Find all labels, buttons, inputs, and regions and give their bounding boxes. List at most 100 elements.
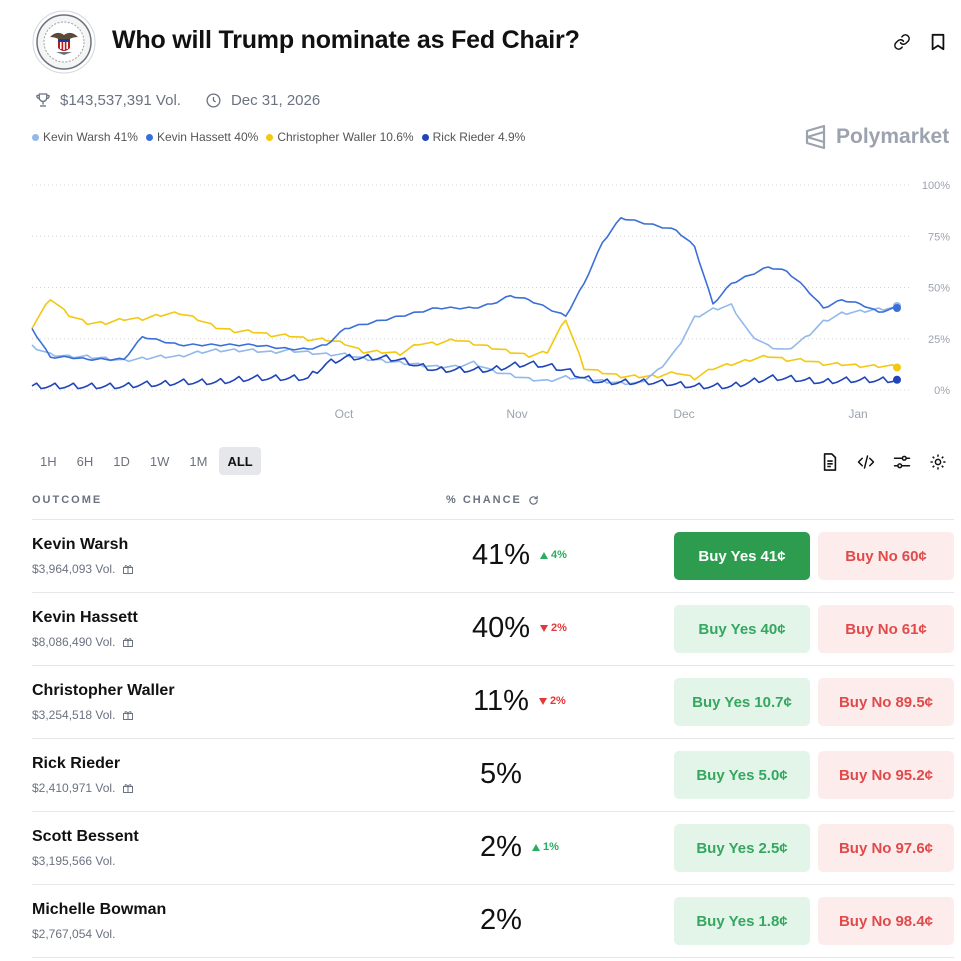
buy-no-button[interactable]: Buy No 60¢ xyxy=(818,532,954,580)
page-title: Who will Trump nominate as Fed Chair? xyxy=(112,26,580,54)
x-tick-label: Oct xyxy=(335,407,354,421)
legend-dot xyxy=(421,133,429,141)
gift-icon[interactable] xyxy=(122,636,134,648)
chart-legend: Kevin Warsh 41% Kevin Hassett 40% Christ… xyxy=(32,130,525,144)
y-tick-label: 100% xyxy=(922,180,950,192)
buy-yes-button[interactable]: Buy Yes 41¢ xyxy=(674,532,810,580)
legend-dot xyxy=(32,133,39,141)
buy-yes-price: 41¢ xyxy=(760,547,786,565)
buy-yes-price: 40¢ xyxy=(760,620,786,638)
buy-yes-label: Buy Yes xyxy=(696,766,755,784)
buy-yes-button[interactable]: Buy Yes 10.7¢ xyxy=(674,678,810,726)
buy-no-button[interactable]: Buy No 98.4¢ xyxy=(818,897,954,945)
bookmark-icon[interactable] xyxy=(926,30,950,54)
outcome-name[interactable]: Rick Rieder xyxy=(32,755,121,772)
range-6h-button[interactable]: 6H xyxy=(76,453,94,469)
chance-change: 1% xyxy=(531,841,559,853)
buy-yes-button[interactable]: Buy Yes 40¢ xyxy=(674,605,810,653)
arrow-down-icon xyxy=(538,697,547,705)
legend-dot xyxy=(145,133,153,141)
outcome-volume: $3,195,566 Vol. xyxy=(32,854,115,868)
outcome-volume: $3,254,518 Vol. xyxy=(32,708,134,722)
range-1w-button[interactable]: 1W xyxy=(149,453,170,469)
chance-change-value: 1% xyxy=(542,841,559,853)
embed-code-icon[interactable] xyxy=(854,450,878,474)
refresh-icon[interactable] xyxy=(528,495,539,506)
buy-no-label: Buy No xyxy=(838,912,892,930)
series-end-point xyxy=(893,363,901,372)
x-tick-label: Dec xyxy=(673,407,694,421)
chance-column-header: % CHANCE xyxy=(446,494,539,506)
gift-icon[interactable] xyxy=(122,563,134,575)
range-1d-button[interactable]: 1D xyxy=(113,453,130,469)
outcome-name[interactable]: Kevin Warsh xyxy=(32,536,129,553)
table-row[interactable]: Scott Bessent $3,195,566 Vol. 2% 1% Buy Yes 2… xyxy=(32,812,954,885)
y-tick-label: 25% xyxy=(928,334,950,346)
table-header-divider xyxy=(32,519,954,520)
link-icon[interactable] xyxy=(890,30,914,54)
table-row[interactable]: Kevin Hassett $8,086,490 Vol. 40% 2% Buy Yes… xyxy=(32,593,954,666)
arrow-up-icon xyxy=(540,551,549,559)
outcome-name[interactable]: Christopher Waller xyxy=(32,682,175,699)
arrow-up-icon xyxy=(531,843,540,851)
buy-no-button[interactable]: Buy No 89.5¢ xyxy=(818,678,954,726)
outcome-volume-text: $3,254,518 Vol. xyxy=(32,708,116,722)
buy-no-label: Buy No xyxy=(838,839,892,857)
y-tick-label: 0% xyxy=(934,385,950,397)
chart-tools xyxy=(818,450,950,474)
buy-no-price: 89.5¢ xyxy=(895,693,934,711)
range-all-button[interactable]: ALL xyxy=(219,447,261,475)
outcome-volume-text: $8,086,490 Vol. xyxy=(32,635,116,649)
outcome-name[interactable]: Michelle Bowman xyxy=(32,901,167,918)
outcome-volume-text: $2,410,971 Vol. xyxy=(32,781,116,795)
end-date: Dec 31, 2026 xyxy=(230,91,321,109)
table-row[interactable]: Christopher Waller $3,254,518 Vol. 11% 2% Bu… xyxy=(32,666,954,739)
outcome-name[interactable]: Kevin Hassett xyxy=(32,609,138,626)
buy-yes-button[interactable]: Buy Yes 5.0¢ xyxy=(674,751,810,799)
outcome-chance: 11% xyxy=(473,685,529,717)
sliders-icon[interactable] xyxy=(890,450,914,474)
x-tick-label: Nov xyxy=(506,407,527,421)
polymarket-logo-icon xyxy=(805,124,826,150)
buy-no-price: 97.6¢ xyxy=(895,839,934,857)
document-icon[interactable] xyxy=(818,450,842,474)
buy-no-price: 60¢ xyxy=(901,547,927,565)
buy-yes-button[interactable]: Buy Yes 1.8¢ xyxy=(674,897,810,945)
legend-item: Kevin Warsh 41% xyxy=(32,130,138,144)
buy-yes-price: 1.8¢ xyxy=(758,912,788,930)
buy-no-button[interactable]: Buy No 97.6¢ xyxy=(818,824,954,872)
settings-gear-icon[interactable] xyxy=(926,450,950,474)
buy-no-label: Buy No xyxy=(838,766,892,784)
gift-icon[interactable] xyxy=(122,782,134,794)
buy-no-label: Buy No xyxy=(845,620,898,638)
buy-yes-price: 10.7¢ xyxy=(754,693,792,711)
outcome-volume-text: $3,964,093 Vol. xyxy=(32,562,116,576)
buy-yes-button[interactable]: Buy Yes 2.5¢ xyxy=(674,824,810,872)
trophy-icon xyxy=(32,89,54,111)
market-meta: $143,537,391 Vol. Dec 31, 2026 xyxy=(32,88,320,112)
series-line-kevin-hassett xyxy=(31,217,898,361)
outcome-volume-text: $2,767,054 Vol. xyxy=(32,927,116,941)
buy-no-button[interactable]: Buy No 61¢ xyxy=(818,605,954,653)
legend-label: Christopher Waller 10.6% xyxy=(277,130,414,144)
federal-reserve-seal-icon xyxy=(32,10,96,74)
legend-item: Rick Rieder 4.9% xyxy=(421,130,525,144)
outcomes-table-header: OUTCOME % CHANCE xyxy=(32,494,954,518)
buy-no-price: 61¢ xyxy=(901,620,927,638)
series-end-point xyxy=(893,375,901,384)
table-row[interactable]: Kevin Warsh $3,964,093 Vol. 41% 4% Buy Yes 41… xyxy=(32,520,954,593)
outcome-name[interactable]: Scott Bessent xyxy=(32,828,139,845)
range-1h-button[interactable]: 1H xyxy=(40,453,57,469)
x-tick-label: Jan xyxy=(848,407,867,421)
table-row[interactable]: Michelle Bowman $2,767,054 Vol. 2% Buy Yes 1… xyxy=(32,885,954,958)
outcome-volume: $2,410,971 Vol. xyxy=(32,781,134,795)
buy-no-button[interactable]: Buy No 95.2¢ xyxy=(818,751,954,799)
table-row[interactable]: Rick Rieder $2,410,971 Vol. 5% Buy Yes 5.0¢ B… xyxy=(32,739,954,812)
outcome-chance: 2% xyxy=(480,831,522,863)
range-1m-button[interactable]: 1M xyxy=(189,453,208,469)
arrow-down-icon xyxy=(540,624,549,632)
chance-change: 2% xyxy=(540,622,567,634)
buy-yes-label: Buy Yes xyxy=(698,620,757,638)
outcome-chance: 41% xyxy=(471,539,531,571)
gift-icon[interactable] xyxy=(122,709,134,721)
